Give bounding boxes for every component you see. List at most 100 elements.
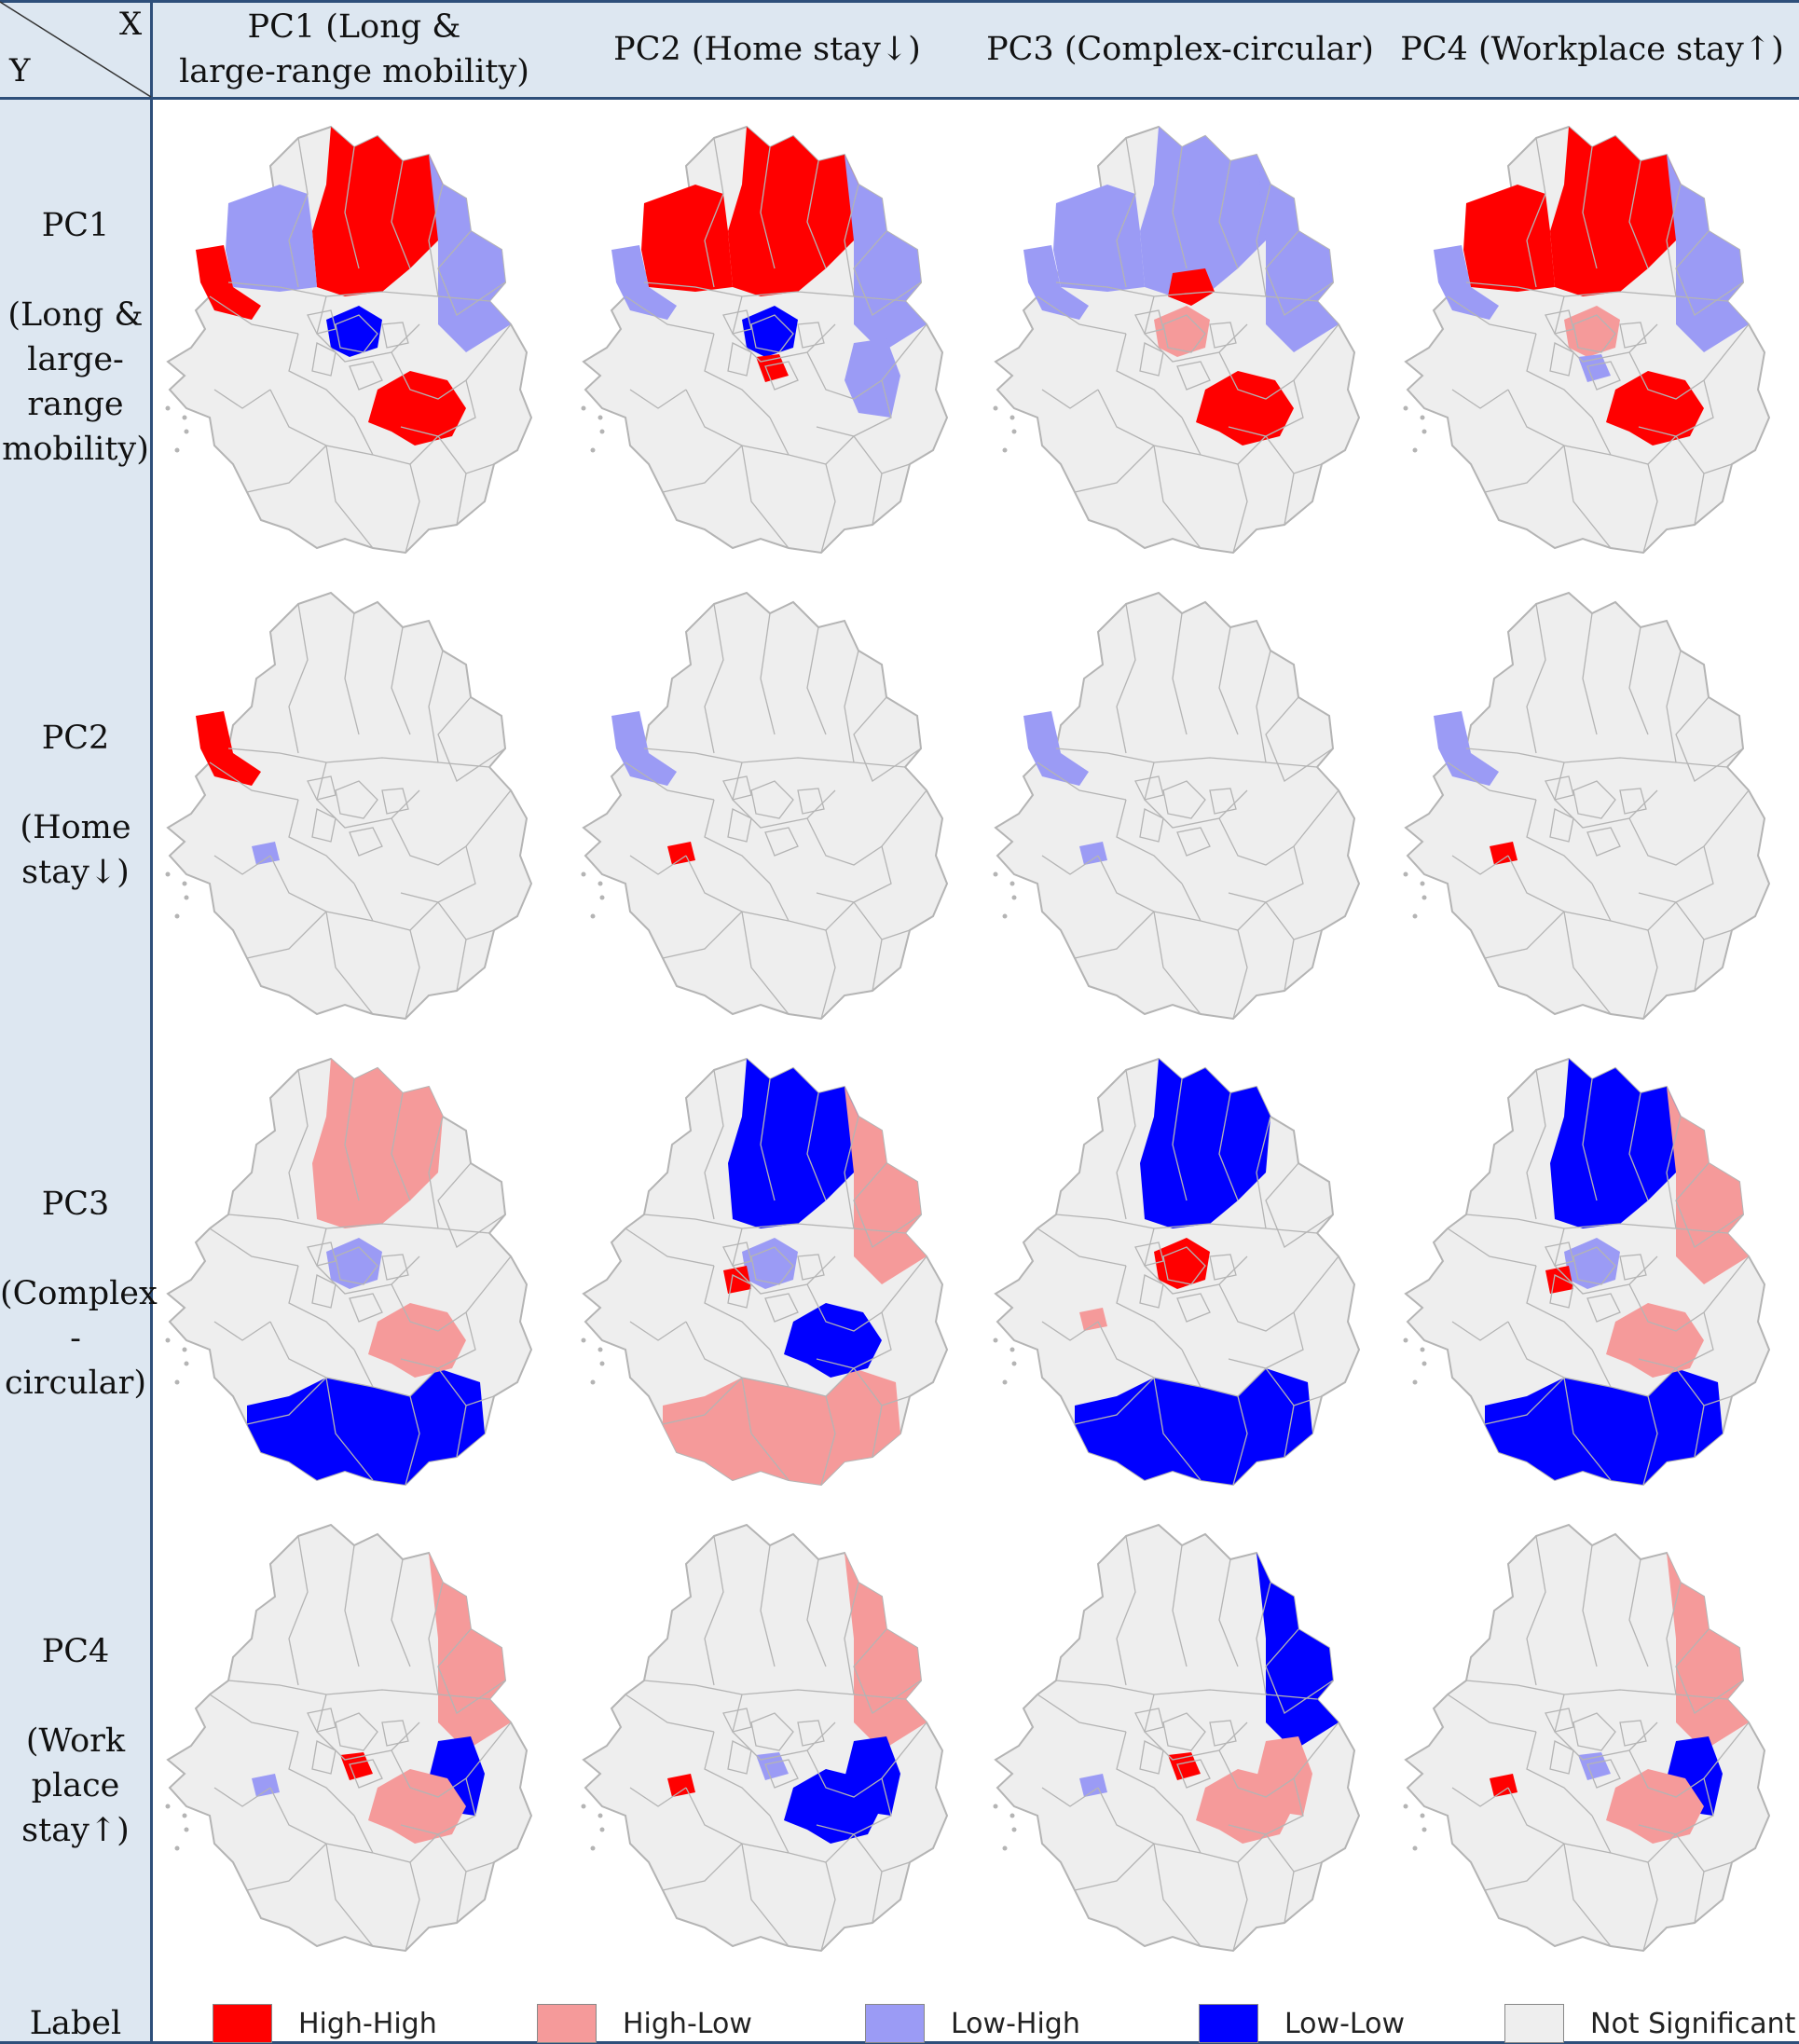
- district-boundary: [1139, 808, 1164, 843]
- district-boundary: [1232, 463, 1248, 554]
- district-boundary: [722, 775, 752, 801]
- island-dot: [599, 1361, 605, 1366]
- district-boundary: [213, 389, 271, 409]
- legend-label: Low-Low: [1284, 2007, 1405, 2040]
- district-boundary: [1116, 1069, 1136, 1220]
- district-boundary: [1484, 911, 1565, 959]
- district-boundary: [269, 855, 374, 922]
- district-boundary: [1572, 314, 1616, 353]
- row-header-line: (Home: [20, 809, 131, 846]
- district-boundary: [1181, 1815, 1267, 1863]
- district-boundary: [391, 160, 411, 269]
- district-boundary: [1451, 1787, 1509, 1807]
- district-boundary: [816, 845, 892, 903]
- district-boundary: [1144, 295, 1248, 363]
- legend-swatch: [1504, 2004, 1564, 2043]
- island-dot: [590, 1379, 596, 1385]
- cluster-region-high-high: [641, 185, 733, 292]
- district-boundary: [1172, 146, 1188, 269]
- district-boundary: [316, 295, 420, 363]
- legend-item-high-low: High-Low: [537, 2003, 752, 2044]
- district-boundary: [269, 1787, 374, 1854]
- district-boundary: [629, 1321, 687, 1341]
- district-boundary: [349, 361, 383, 391]
- district-boundary: [437, 1628, 506, 1714]
- legend-label: High-Low: [623, 2007, 752, 2040]
- district-boundary: [391, 1255, 512, 1332]
- district-boundary: [1582, 1078, 1598, 1201]
- cluster-region-low-high: [326, 1238, 382, 1289]
- island-dot: [1403, 405, 1408, 411]
- row-header-line: -circular): [4, 1320, 147, 1402]
- district-boundary: [1162, 314, 1206, 353]
- district-boundary: [1232, 1395, 1248, 1486]
- cluster-region-high-high: [1550, 127, 1681, 296]
- district-boundary: [1134, 775, 1164, 801]
- district-boundary: [1256, 1116, 1271, 1229]
- cluster-region-low-high: [845, 155, 927, 352]
- district-boundary: [1628, 1558, 1649, 1667]
- cluster-map-y3-x2: [581, 1057, 949, 1487]
- district-boundary: [307, 775, 336, 801]
- district-boundary: [311, 1274, 336, 1309]
- island-dot: [165, 1804, 171, 1809]
- district-boundary: [806, 1255, 927, 1332]
- district-boundary: [625, 295, 715, 335]
- cluster-region-low-high: [1257, 155, 1339, 352]
- island-dot: [1009, 1347, 1015, 1352]
- district-boundary: [769, 417, 855, 465]
- row-header-line: mobility): [2, 431, 149, 468]
- district-boundary: [1526, 1731, 1593, 1817]
- district-boundary: [1465, 281, 1728, 302]
- column-header-line: PC2 (Home stay↓): [613, 31, 921, 68]
- cluster-region-high-low: [1154, 306, 1210, 357]
- district-boundary: [662, 1377, 743, 1425]
- cluster-map-y2-x4: [1403, 591, 1771, 1021]
- district-boundary: [1484, 1377, 1565, 1425]
- district-boundary: [760, 1078, 776, 1201]
- district-boundary: [1465, 1680, 1728, 1700]
- row-header-band: [0, 99, 151, 2044]
- district-boundary: [428, 1116, 444, 1229]
- district-boundary: [437, 1162, 506, 1248]
- district-boundary: [1116, 603, 1136, 754]
- row-header-line: (Long &: [7, 296, 144, 334]
- district-boundary: [1144, 1228, 1248, 1295]
- district-boundary: [288, 1265, 355, 1351]
- district-boundary: [1116, 333, 1183, 418]
- district-boundary: [853, 230, 922, 316]
- district-boundary: [428, 650, 444, 763]
- district-boundary: [1037, 1228, 1127, 1267]
- island-dot: [590, 447, 596, 453]
- district-boundary: [1694, 1405, 1705, 1458]
- district-boundary: [353, 883, 439, 931]
- island-dot: [590, 1845, 596, 1851]
- district-boundary: [1545, 1708, 1574, 1733]
- cluster-region-low-low: [784, 1303, 882, 1378]
- island-dot: [1011, 429, 1017, 434]
- district-boundary: [288, 1069, 309, 1220]
- district-boundary: [1162, 1712, 1206, 1751]
- district-boundary: [1582, 612, 1598, 735]
- district-boundary: [732, 1694, 836, 1761]
- header-rule: [0, 97, 1799, 100]
- cluster-region-high-low: [312, 1059, 443, 1228]
- district-boundary: [685, 855, 790, 922]
- row-header-pc4: PC4 (Work place stay↑): [0, 1629, 151, 1853]
- island-dot: [590, 913, 596, 919]
- district-boundary: [662, 1843, 743, 1891]
- district-boundary: [797, 1254, 825, 1281]
- district-boundary: [760, 146, 776, 269]
- column-header-pc4: PC4 (Workplace stay↑): [1385, 0, 1799, 99]
- district-boundary: [1628, 789, 1750, 866]
- district-boundary: [1041, 855, 1099, 875]
- district-boundary: [1447, 1694, 1537, 1733]
- cluster-region-high-low: [1667, 1553, 1749, 1750]
- row-header-pc1: PC1 (Long & large- range mobility): [0, 203, 151, 472]
- district-boundary: [1265, 1628, 1334, 1714]
- cluster-region-high-low: [1196, 1769, 1294, 1844]
- district-boundary: [1666, 650, 1682, 763]
- district-boundary: [1037, 1694, 1127, 1733]
- district-boundary: [1176, 1293, 1211, 1323]
- island-dot: [1420, 1347, 1425, 1352]
